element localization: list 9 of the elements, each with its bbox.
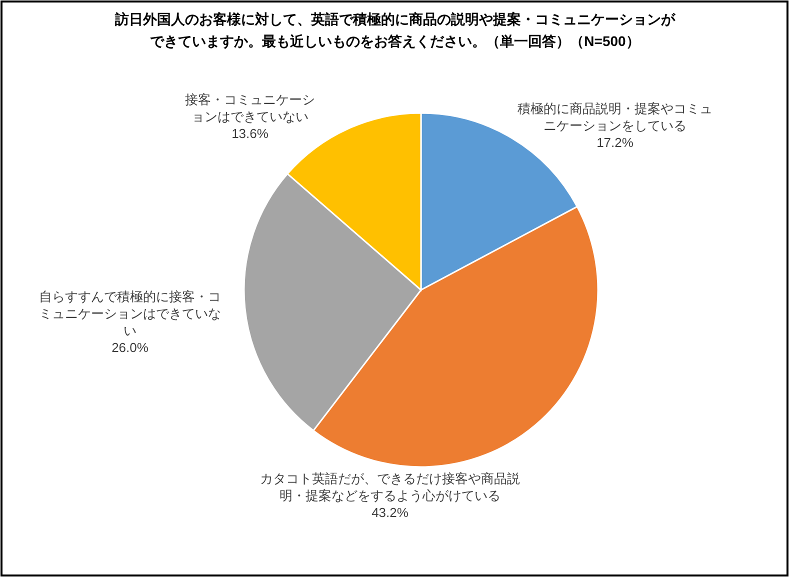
data-label: 13.6%: [230, 125, 270, 142]
data-label: 43.2%: [370, 504, 410, 521]
data-label: 26.0%: [110, 339, 150, 356]
data-label: 17.2%: [596, 134, 634, 151]
slice-label: 積極的に商品説明・提案やコミュニケーションをしている: [516, 100, 714, 134]
chart-title: 訪日外国人のお客様に対して、英語で積極的に商品の説明や提案・コミュニケーションができていますか。最も近しいものをお答えください。（単一回答）（N=500）: [114, 10, 676, 51]
slice-label: 自らすすんで積極的に接客・コミュニケーションはできていない: [38, 288, 222, 339]
slice-label: 接客・コミュニケーションはできていない: [184, 91, 316, 125]
slice-label: カタコト英語だが、できるだけ接客や商品説明・提案などをするよう心がけている: [259, 470, 521, 504]
